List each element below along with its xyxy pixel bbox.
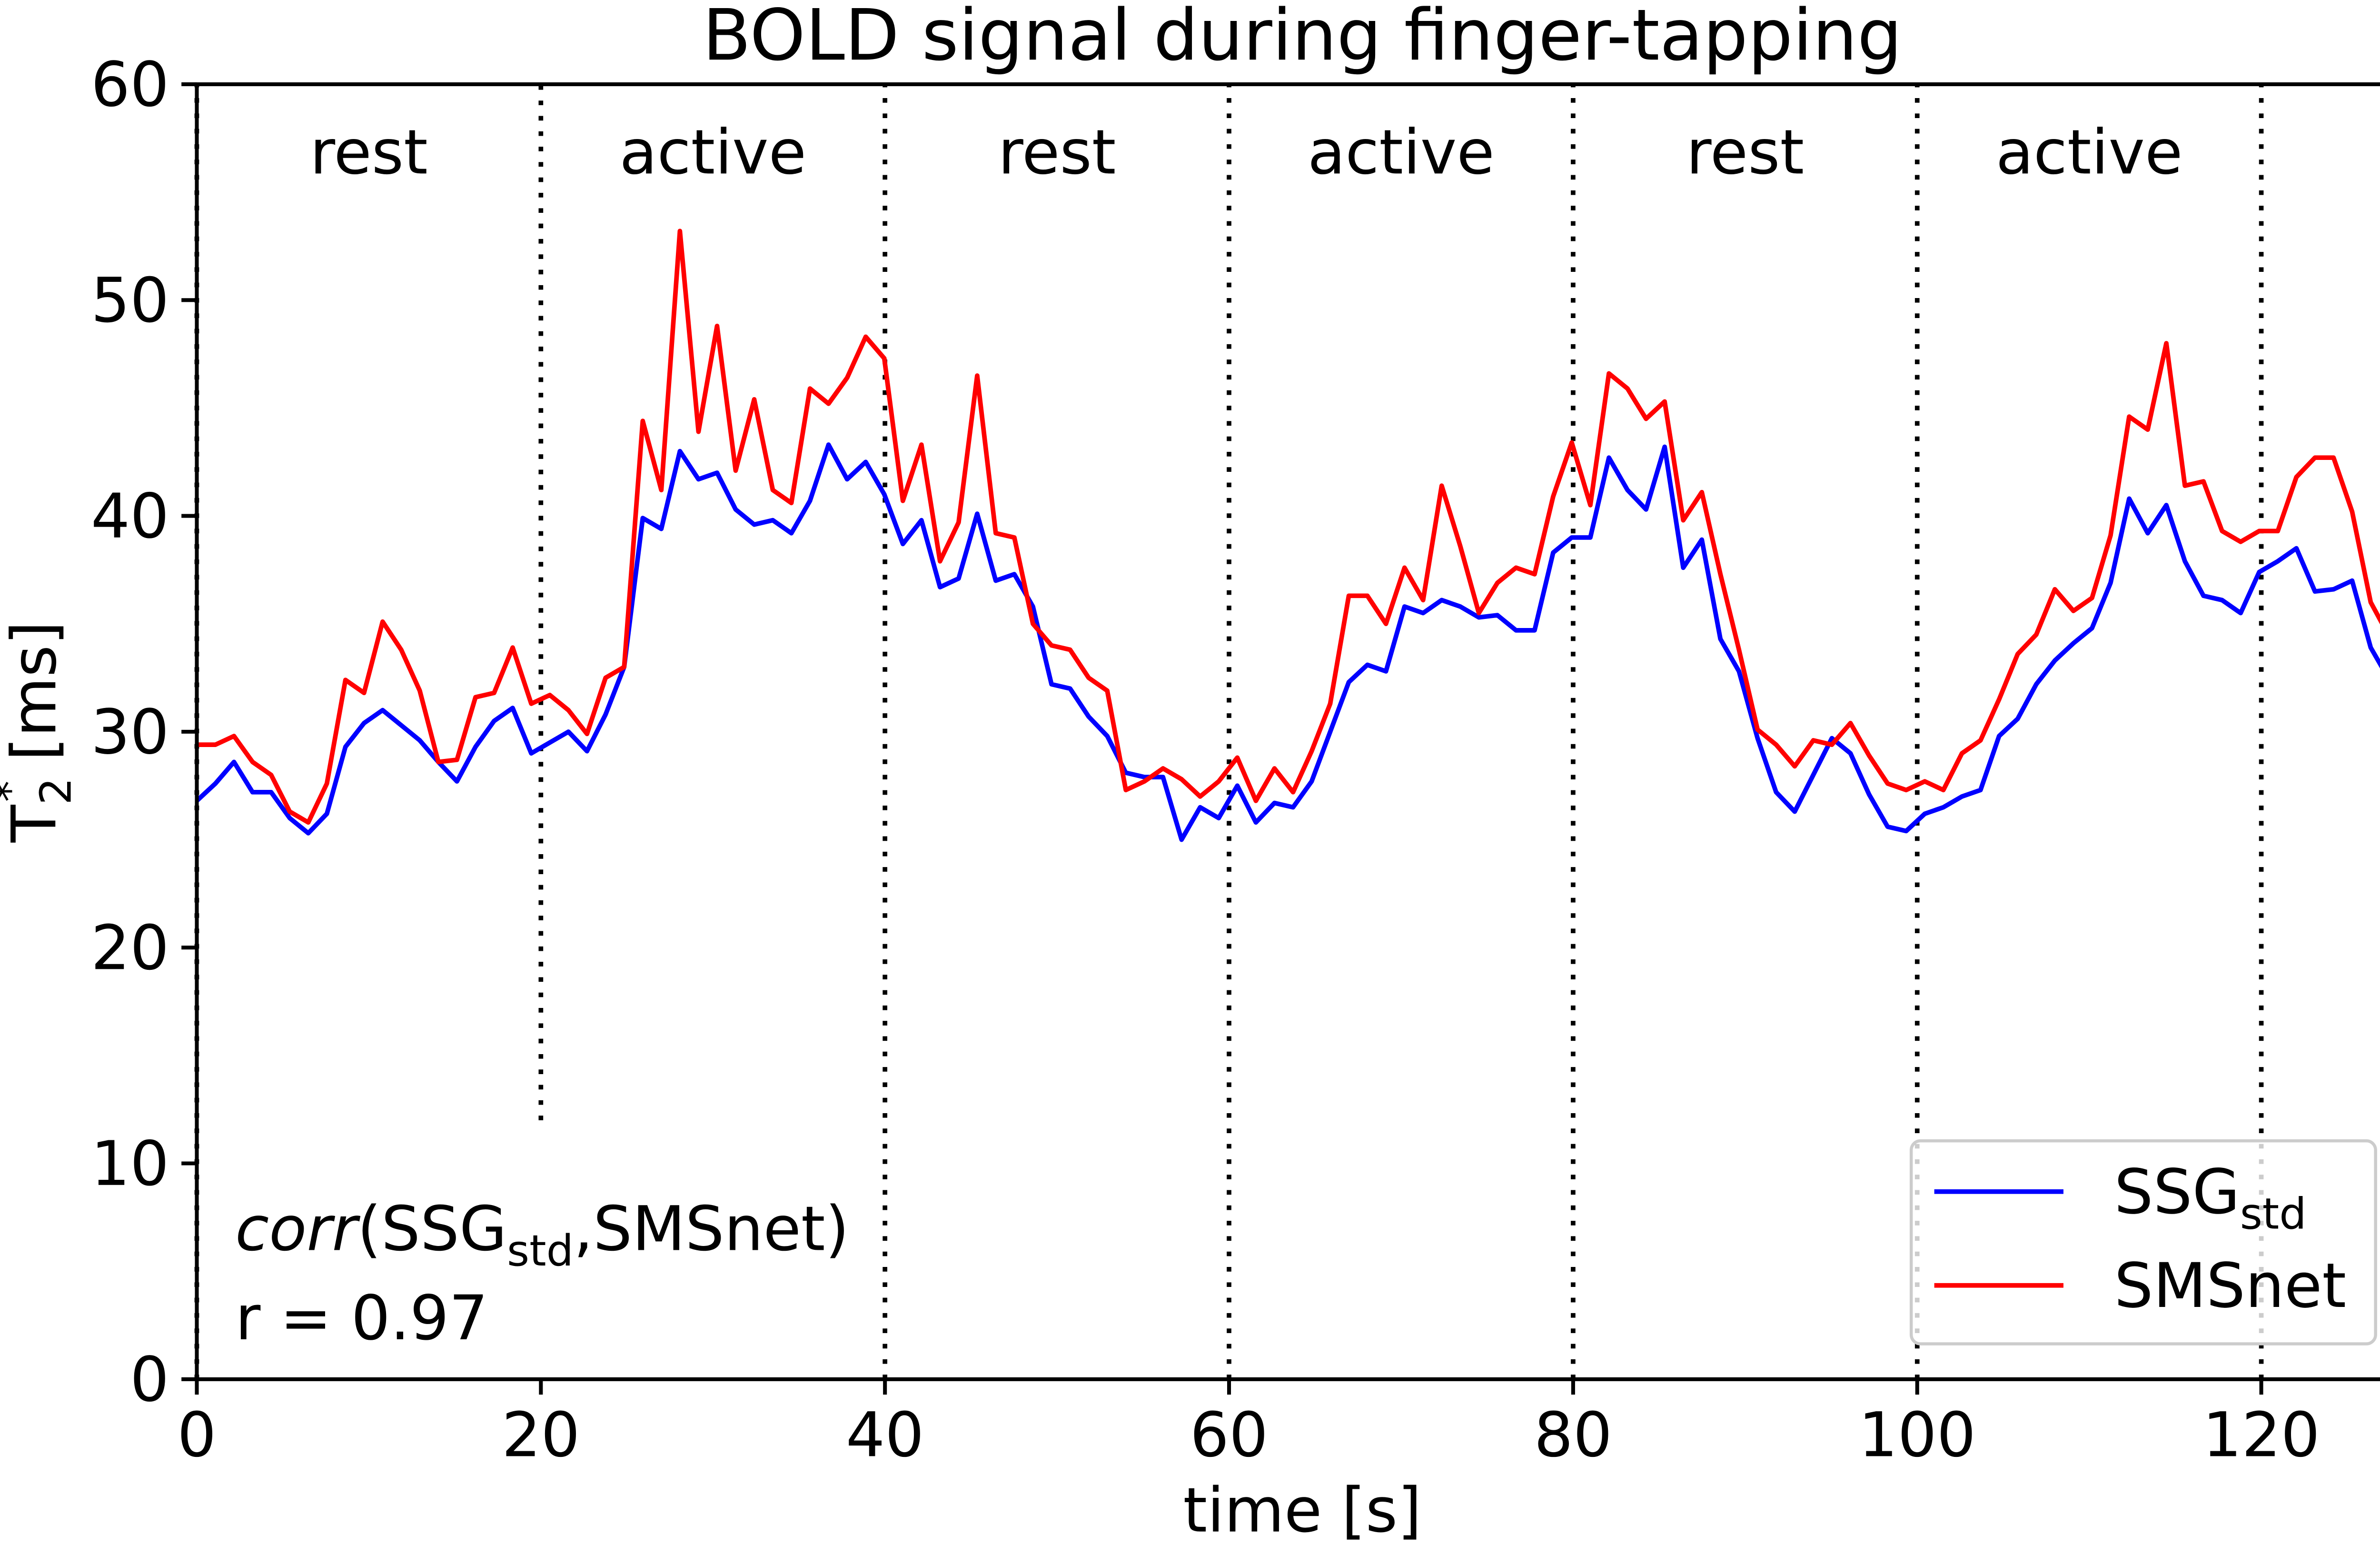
y-tick-label: 50 (91, 265, 169, 337)
phase-label: rest (1686, 117, 1804, 188)
y-axis-label: T2* [ms] (0, 621, 81, 843)
x-axis-label: time [s] (1183, 1475, 1421, 1545)
y-label-sup: * (0, 780, 35, 802)
x-tick-label: 60 (1190, 1399, 1268, 1471)
y-label-unit: [ms] (0, 621, 70, 780)
x-tick-label: 100 (1858, 1399, 1976, 1471)
annotation: corr(SSGstd,SMSnet) (235, 1193, 849, 1276)
annotation-b: SMSnet (593, 1193, 825, 1265)
phase-label: rest (998, 117, 1116, 188)
legend-name: SSG (2114, 1156, 2240, 1228)
y-label-sub: 2 (31, 777, 81, 805)
plot-area (197, 229, 2380, 842)
y-tick-label: 10 (91, 1128, 169, 1200)
x-tick-label: 0 (177, 1399, 216, 1471)
annotation-r: r = 0.97 (235, 1283, 488, 1354)
legend-label: SSGstd (2114, 1156, 2307, 1239)
series-line (197, 229, 2380, 825)
y-label-symbol: T (0, 804, 70, 843)
y-tick-label: 30 (91, 697, 169, 768)
x-tick-label: 120 (2202, 1399, 2320, 1471)
y-tick-label: 20 (91, 912, 169, 984)
y-tick-label: 60 (91, 49, 169, 120)
annotation-a: SSG (381, 1193, 507, 1265)
x-tick-label: 20 (502, 1399, 580, 1471)
phase-label: active (1996, 117, 2183, 188)
x-tick-label: 40 (846, 1399, 924, 1471)
annotation-a-sub: std (507, 1226, 574, 1276)
phase-label: active (619, 117, 806, 188)
annotation-close: ) (825, 1193, 849, 1265)
y-tick-label: 40 (91, 481, 169, 552)
phase-label: rest (310, 117, 428, 188)
annotation-open: ( (357, 1193, 381, 1265)
phase-label: active (1308, 117, 1495, 188)
x-tick-label: 80 (1534, 1399, 1612, 1471)
legend-label: SMSnet (2114, 1250, 2346, 1322)
legend-name: SMSnet (2114, 1250, 2346, 1322)
annotation-sep: , (574, 1193, 593, 1265)
y-tick-label: 0 (130, 1344, 169, 1415)
annotation-func: corr (235, 1193, 360, 1265)
series-line (197, 442, 2380, 842)
legend-name-sub: std (2240, 1189, 2307, 1239)
chart-title: BOLD signal during finger-tapping (703, 0, 1902, 77)
